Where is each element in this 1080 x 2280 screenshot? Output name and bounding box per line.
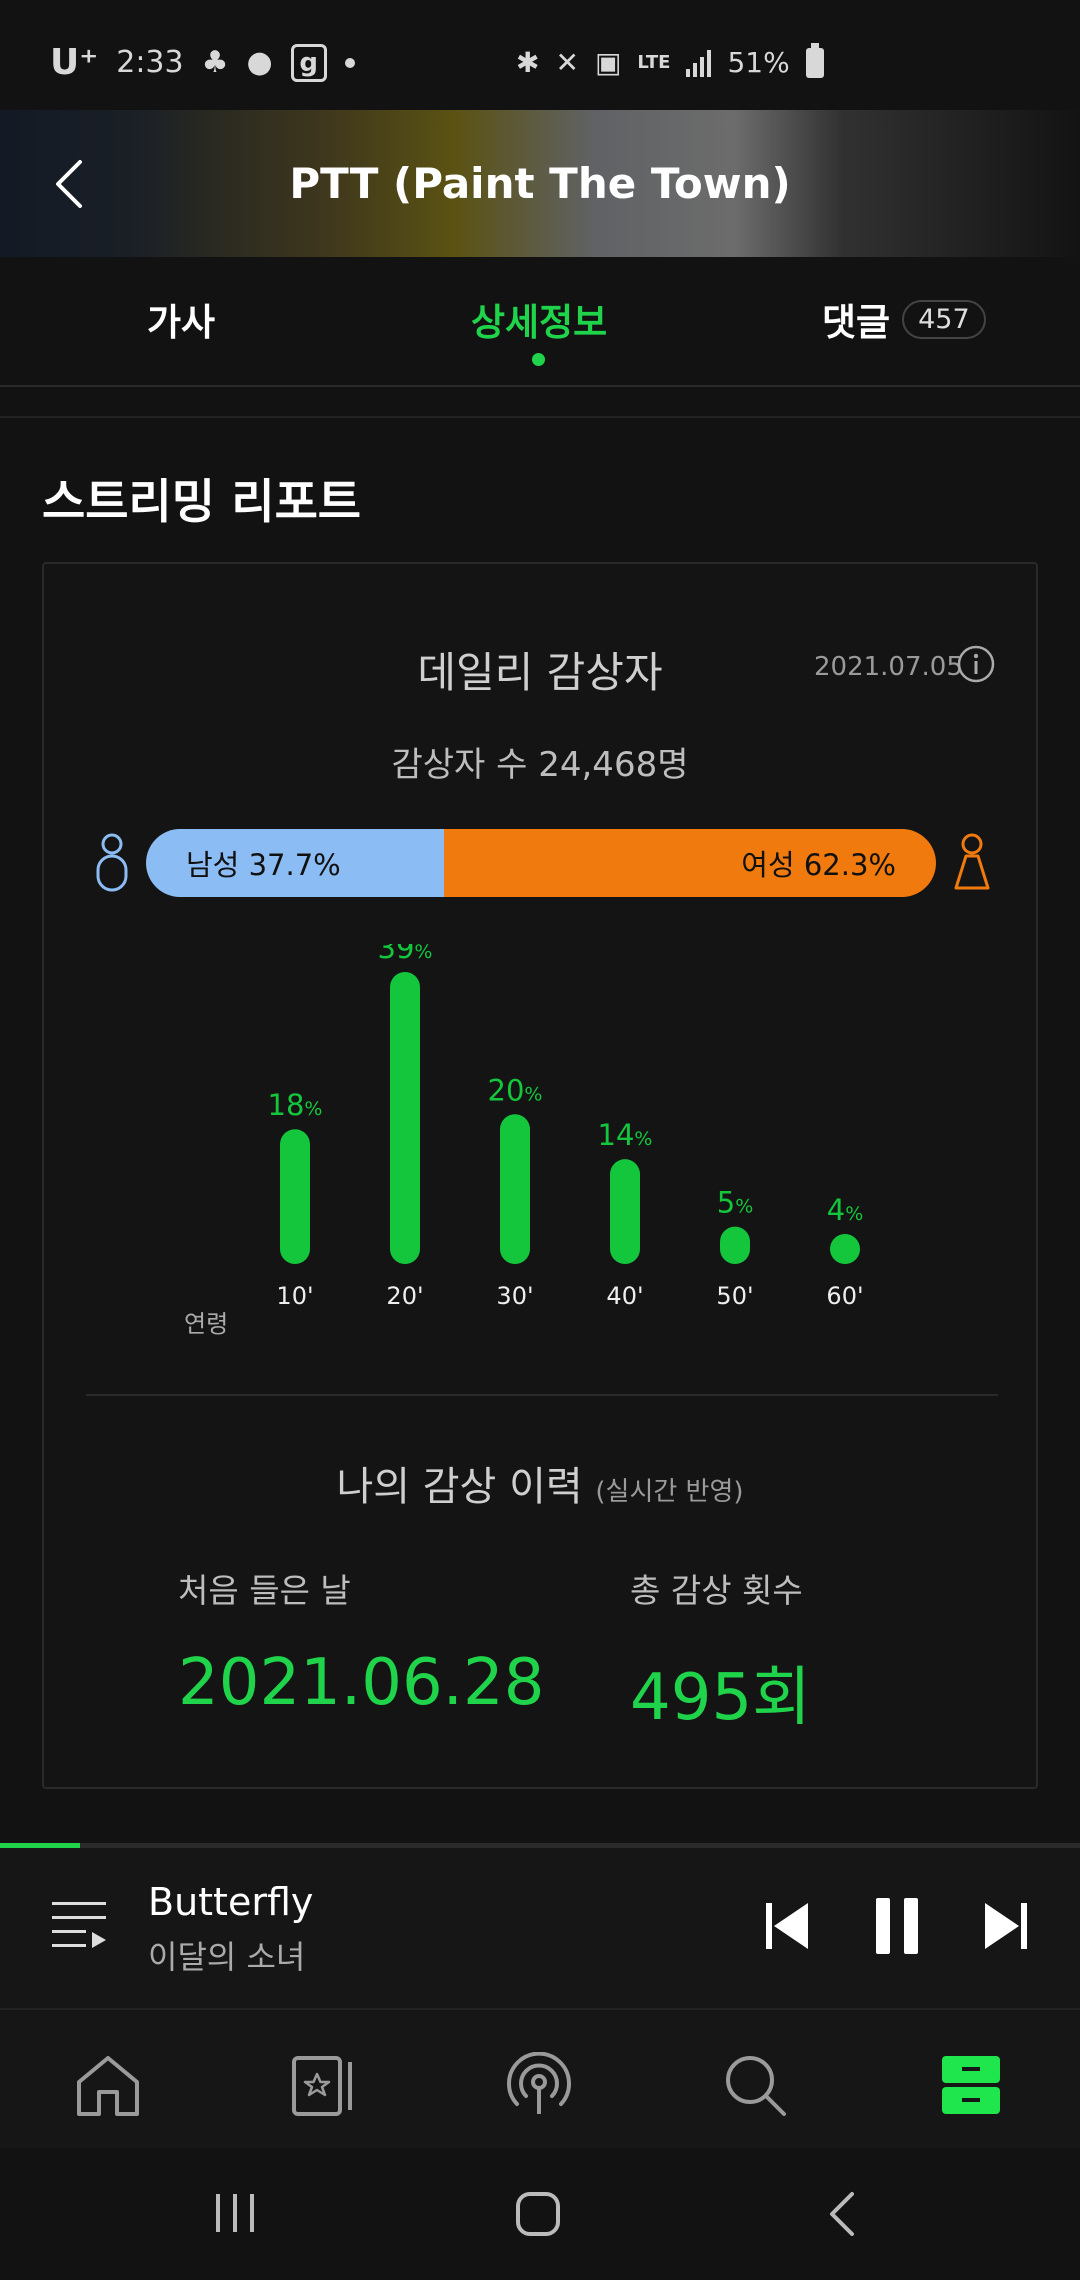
home-icon[interactable] xyxy=(73,2052,143,2118)
total-plays-value: 495회 xyxy=(630,1661,812,1735)
age-tick-label: 10' xyxy=(276,1282,313,1310)
age-bar xyxy=(610,1159,640,1264)
song-header: PTT (Paint The Town) xyxy=(0,110,1080,257)
total-plays-label: 총 감상 횟수 xyxy=(630,1571,803,1610)
age-bar xyxy=(830,1234,860,1264)
age-bar xyxy=(390,972,420,1264)
notification-icon: ● xyxy=(246,45,273,80)
age-tick-label: 30' xyxy=(496,1282,533,1310)
age-tick-label: 50' xyxy=(716,1282,753,1310)
tab-details[interactable]: 상세정보 xyxy=(471,301,608,344)
age-tick-label: 20' xyxy=(386,1282,423,1310)
section-title: 스트리밍 리포트 xyxy=(42,475,362,530)
age-bar xyxy=(720,1226,750,1264)
age-bar-value: 18% xyxy=(268,1088,323,1122)
comment-count-badge: 457 xyxy=(902,299,986,339)
pause-icon[interactable] xyxy=(872,1896,922,1956)
gender-ratio-bar: 남성 37.7% 여성 62.3% xyxy=(146,829,936,897)
bluetooth-icon: ✱ xyxy=(516,46,540,79)
tab-bar: 가사 상세정보 댓글 457 xyxy=(0,257,1080,387)
age-bar xyxy=(280,1129,310,1264)
notification-g-icon: g xyxy=(290,43,327,82)
recent-apps-icon[interactable] xyxy=(212,2190,258,2236)
my-music-icon[interactable] xyxy=(288,2052,358,2118)
divider xyxy=(86,1394,998,1396)
tab-comments[interactable]: 댓글 457 xyxy=(822,292,986,346)
search-icon[interactable] xyxy=(720,2052,790,2118)
listener-count: 감상자 수 24,468명 xyxy=(391,745,689,785)
info-icon[interactable] xyxy=(956,644,996,684)
tab-comments-label: 댓글 xyxy=(822,301,891,344)
daily-listeners-title: 데일리 감상자 xyxy=(417,648,663,697)
notification-icon: ♣ xyxy=(201,45,229,80)
mute-icon: ✕ xyxy=(555,46,579,79)
age-bar-value: 14% xyxy=(598,1118,653,1152)
age-tick-label: 40' xyxy=(606,1282,643,1310)
bottom-navigation xyxy=(0,2008,1080,2148)
carrier-label: U⁺ xyxy=(50,42,99,83)
status-time: 2:33 xyxy=(116,45,184,80)
library-icon[interactable] xyxy=(936,2052,1006,2118)
tab-lyrics[interactable]: 가사 xyxy=(147,301,216,344)
podcast-icon[interactable] xyxy=(504,2052,574,2118)
network-type-label: LTE xyxy=(637,51,671,73)
age-distribution-chart: 18% 10' 39% 20' 20% 30' 14% 40' 5% 50' 4% 60' xyxy=(268,944,864,1310)
male-icon xyxy=(96,833,128,892)
previous-track-icon[interactable] xyxy=(764,1901,810,1951)
playlist-icon[interactable] xyxy=(50,1896,108,1952)
first-listen-label: 처음 들은 날 xyxy=(178,1571,351,1610)
playback-progress[interactable] xyxy=(0,1843,1080,1848)
status-bar: U⁺ 2:33 ♣ ● g ✱ ✕ ▣ LTE 51% xyxy=(0,0,1080,110)
next-track-icon[interactable] xyxy=(983,1901,1029,1951)
home-button-icon[interactable] xyxy=(514,2190,562,2238)
age-bar-value: 4% xyxy=(827,1193,864,1227)
realtime-note: (실시간 반영) xyxy=(595,1477,744,1507)
age-tick-label: 60' xyxy=(826,1282,863,1310)
age-bar-value: 5% xyxy=(717,1186,754,1220)
report-date: 2021.07.05 xyxy=(814,652,963,682)
female-icon xyxy=(954,833,990,890)
active-tab-indicator xyxy=(532,353,545,366)
female-share-segment: 여성 62.3% xyxy=(443,829,936,897)
system-navigation-bar xyxy=(0,2148,1080,2280)
now-playing-title[interactable]: Butterfly xyxy=(148,1880,314,1924)
battery-icon xyxy=(805,42,824,78)
age-axis-label: 연령 xyxy=(184,1310,229,1338)
age-bar xyxy=(500,1114,530,1264)
mini-player[interactable]: Butterfly 이달의 소녀 xyxy=(0,1848,1080,2008)
streaming-report-card: 데일리 감상자 2021.07.05 감상자 수 24,468명 남성 37.7… xyxy=(42,562,1038,1789)
more-notifications-dot xyxy=(344,57,355,68)
back-button[interactable] xyxy=(44,156,100,212)
age-bar-value: 39% xyxy=(378,944,433,965)
signal-icon xyxy=(686,49,712,77)
battery-percent: 51% xyxy=(727,46,790,79)
age-bar-value: 20% xyxy=(488,1073,543,1107)
my-history-title: 나의 감상 이력 (실시간 반영) xyxy=(44,1454,1036,1512)
first-listen-value: 2021.06.28 xyxy=(178,1646,545,1720)
playback-progress-fill xyxy=(0,1843,80,1848)
system-back-icon[interactable] xyxy=(822,2190,862,2238)
now-playing-artist[interactable]: 이달의 소녀 xyxy=(148,1938,306,1976)
divider xyxy=(0,416,1080,418)
my-history-title-text: 나의 감상 이력 xyxy=(336,1464,583,1510)
data-saver-icon: ▣ xyxy=(594,46,622,79)
page-title: PTT (Paint The Town) xyxy=(289,159,791,208)
male-share-segment: 남성 37.7% xyxy=(146,829,444,897)
